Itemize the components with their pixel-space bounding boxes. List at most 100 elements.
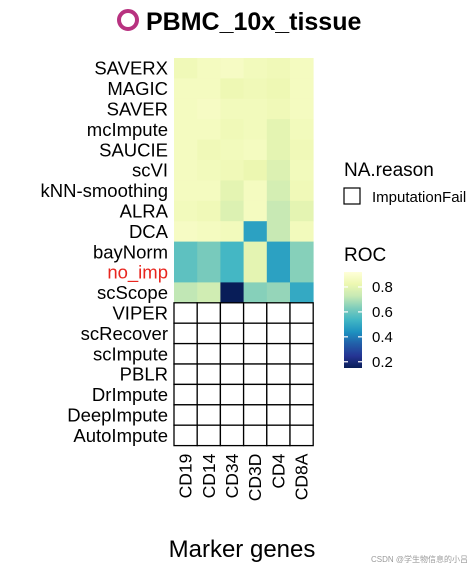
- heatmap-cell: [197, 98, 221, 120]
- method-label: SAVER: [107, 99, 168, 120]
- heatmap-cell: [220, 98, 244, 120]
- heatmap-cell: [243, 262, 268, 283]
- method-label: bayNorm: [93, 241, 168, 262]
- heatmap-cell: [290, 58, 314, 79]
- heatmap-cell: [266, 78, 291, 100]
- heatmap-cell-na: [242, 342, 268, 365]
- heatmap-cell: [220, 139, 244, 161]
- heatmap-cell: [197, 139, 221, 161]
- na-legend: NA.reason ImputationFail: [343, 160, 466, 206]
- heatmap-cell: [243, 160, 268, 181]
- watermark: CSDN @学生物信息的小吕: [371, 554, 468, 564]
- heatmap-cell: [174, 180, 198, 202]
- roc-tick-label: 0.8: [372, 279, 393, 296]
- heatmap-cell-na: [289, 424, 314, 447]
- heatmap-cell-na: [196, 404, 222, 426]
- heatmap-cell: [266, 241, 291, 263]
- heatmap-cell: [243, 78, 268, 100]
- heatmap-cell: [290, 139, 314, 161]
- method-label: MAGIC: [107, 78, 168, 99]
- heatmap-cell: [197, 200, 221, 222]
- heatmap-cell: [220, 200, 244, 222]
- heatmap-cell: [266, 221, 291, 242]
- heatmap-cell: [266, 98, 291, 120]
- heatmap-cell: [197, 119, 221, 140]
- heatmap-cell: [174, 241, 198, 263]
- heatmap-cell-na: [196, 363, 222, 386]
- gene-label: CD19: [176, 454, 196, 499]
- heatmap-cell: [197, 282, 221, 304]
- heatmap-cell: [174, 98, 198, 120]
- heatmap-cell-na: [173, 424, 198, 447]
- heatmap-cell-na: [173, 322, 198, 345]
- heatmap-cell: [197, 160, 221, 181]
- heatmap-cell-na: [289, 302, 314, 324]
- method-label: SAUCIE: [99, 139, 168, 160]
- heatmap-cell: [243, 221, 268, 242]
- gene-label: CD3D: [245, 454, 265, 502]
- heatmap-cell-na: [219, 342, 245, 365]
- heatmap-cell-na: [173, 342, 198, 365]
- heatmap-cell: [197, 58, 221, 79]
- method-label: PBLR: [120, 364, 168, 385]
- heatmap-cell-na: [196, 322, 222, 345]
- heatmap-cell: [174, 282, 198, 304]
- heatmap-cell: [243, 119, 268, 140]
- heatmap-cell: [266, 180, 291, 202]
- heatmap-cell: [220, 78, 244, 100]
- heatmap: [173, 58, 314, 447]
- heatmap-cell: [243, 282, 268, 304]
- method-label: AutoImpute: [73, 425, 168, 446]
- heatmap-cell: [174, 160, 198, 181]
- heatmap-cell: [174, 200, 198, 222]
- heatmap-cell: [197, 221, 221, 242]
- heatmap-cell-na: [242, 363, 268, 386]
- heatmap-cell: [290, 180, 314, 202]
- heatmap-cell-na: [242, 383, 268, 406]
- roc-colorbar: [344, 272, 362, 368]
- heatmap-cell: [220, 119, 244, 140]
- method-label: kNN-smoothing: [41, 180, 169, 201]
- heatmap-cell: [174, 262, 198, 283]
- heatmap-cell: [243, 180, 268, 202]
- heatmap-cell-na: [266, 424, 291, 447]
- heatmap-cell-na: [196, 424, 222, 447]
- method-label: scImpute: [93, 343, 168, 364]
- heatmap-cell: [290, 262, 314, 283]
- heatmap-cell-na: [196, 383, 222, 406]
- method-label: scRecover: [81, 323, 168, 344]
- heatmap-cell-na: [219, 363, 245, 386]
- heatmap-cell: [266, 200, 291, 222]
- heatmap-cell-na: [242, 302, 268, 324]
- heatmap-cell-na: [289, 404, 314, 426]
- heatmap-cell: [290, 98, 314, 120]
- heatmap-cell-na: [289, 363, 314, 386]
- method-label: ALRA: [120, 201, 169, 222]
- heatmap-cell: [220, 58, 244, 79]
- heatmap-cell: [197, 241, 221, 263]
- heatmap-cell: [290, 282, 314, 304]
- chart-title: PBMC_10x_tissue: [117, 8, 361, 36]
- method-labels: SAVERXMAGICSAVERmcImputeSAUCIEscVIkNN-sm…: [41, 58, 169, 446]
- heatmap-cell: [266, 58, 291, 79]
- heatmap-cell: [243, 58, 268, 79]
- heatmap-cell: [243, 241, 268, 263]
- heatmap-cell-na: [266, 342, 291, 365]
- heatmap-cell: [220, 282, 244, 304]
- method-label: DeepImpute: [67, 405, 168, 426]
- na-legend-title: NA.reason: [344, 160, 434, 181]
- heatmap-cell: [266, 119, 291, 140]
- heatmap-cell: [266, 262, 291, 283]
- method-label: mcImpute: [87, 119, 168, 140]
- na-legend-key: [343, 187, 361, 205]
- heatmap-cell: [290, 78, 314, 100]
- heatmap-cell-na: [289, 322, 314, 345]
- roc-tick-label: 0.4: [372, 329, 393, 346]
- title-marker-icon: [117, 9, 139, 31]
- gene-label: CD14: [199, 453, 219, 498]
- heatmap-cell: [220, 262, 244, 283]
- heatmap-cell: [197, 262, 221, 283]
- roc-tick-label: 0.2: [372, 354, 393, 371]
- method-label: no_imp: [107, 262, 168, 284]
